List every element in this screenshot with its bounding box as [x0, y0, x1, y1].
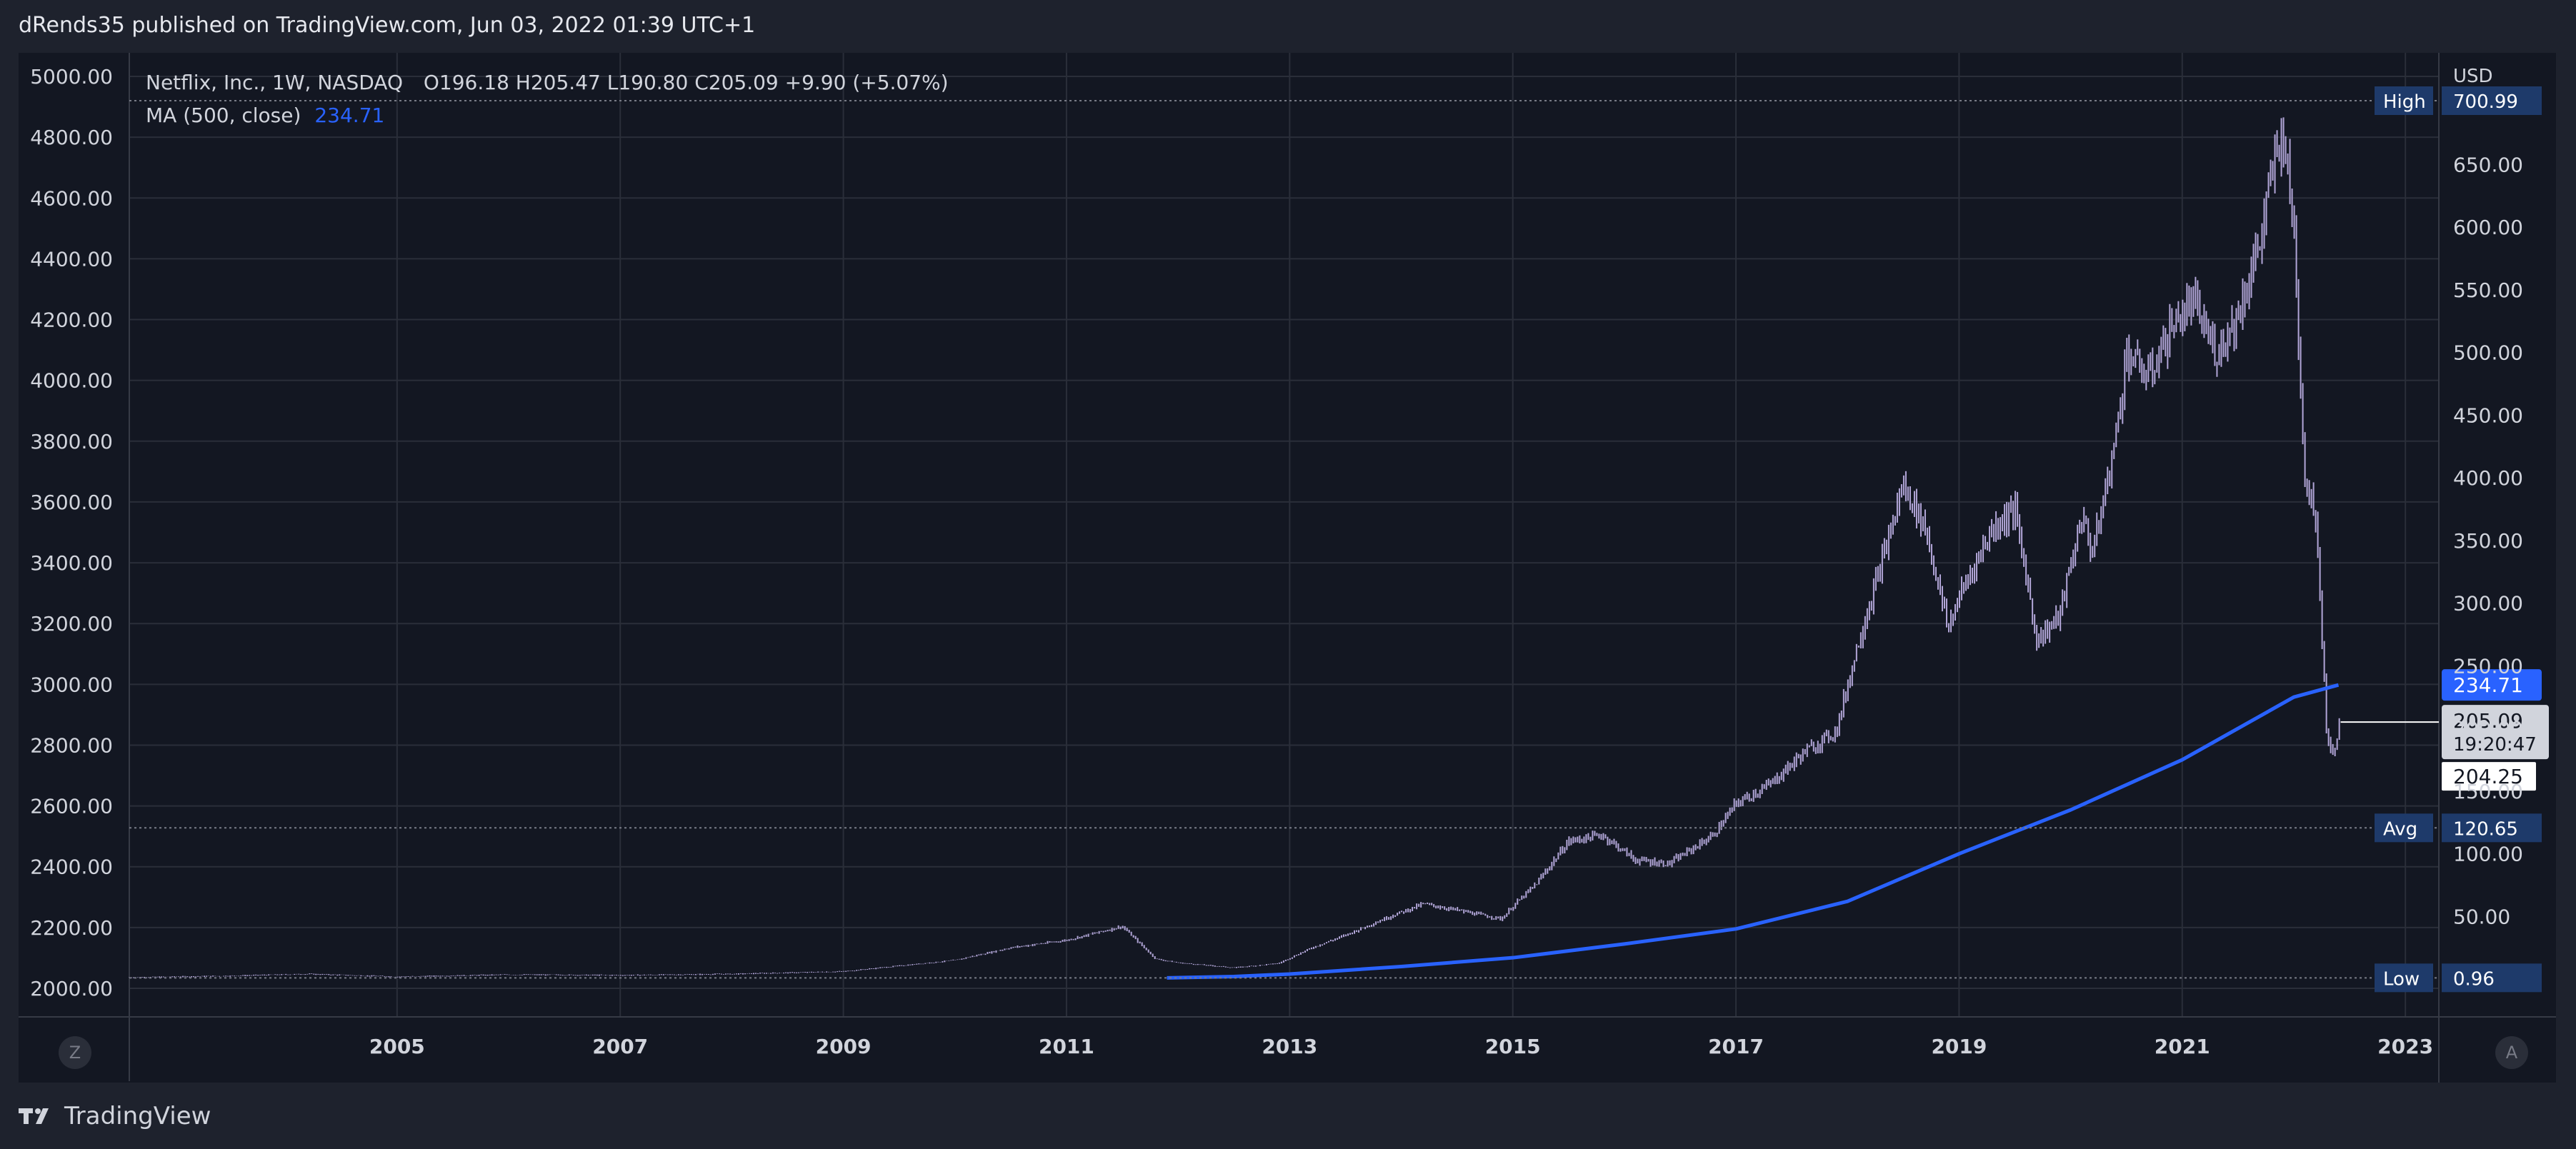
x-axis-tick: 2019 — [1931, 1035, 1987, 1058]
ma-last-value: 234.71 — [2453, 673, 2523, 697]
price-level-tag — [2375, 813, 2433, 843]
price-level-label: High — [2383, 91, 2426, 113]
x-axis-tick: 2021 — [2155, 1035, 2210, 1058]
left-axis-tick: 4800.00 — [30, 126, 113, 149]
x-axis-tick: 2013 — [1262, 1035, 1317, 1058]
left-axis-tick: 4400.00 — [30, 247, 113, 271]
left-axis-tick: 3800.00 — [30, 430, 113, 453]
top-bar: dRends35 published on TradingView.com, J… — [0, 0, 2576, 53]
ma-value: 234.71 — [314, 104, 385, 127]
x-axis-tick: 2009 — [816, 1035, 872, 1058]
ma-label[interactable]: MA (500, close) — [146, 104, 301, 127]
right-axis-tick: 600.00 — [2453, 216, 2523, 239]
x-axis-tick: 2017 — [1708, 1035, 1764, 1058]
left-axis-tick: 3000.00 — [30, 673, 113, 696]
time-axis: 2005 2007 2009 2011 2013 2015 2017 2019 2021 2023 — [369, 1035, 2433, 1058]
right-axis-tick: 450.00 — [2453, 403, 2523, 427]
left-axis-tick: 2800.00 — [30, 733, 113, 757]
price-level-label: Avg — [2383, 818, 2417, 840]
right-axis-tick: 100.00 — [2453, 843, 2523, 866]
prev-close-value: 204.25 — [2453, 765, 2523, 788]
left-axis-tick: 2400.00 — [30, 856, 113, 879]
x-axis-tick: 2011 — [1039, 1035, 1094, 1058]
right-axis-tick: 50.00 — [2453, 905, 2510, 928]
left-axis-tick: 2600.00 — [30, 795, 113, 818]
left-axis-tick: 3600.00 — [30, 491, 113, 514]
right-axis-tick: 250.00 — [2453, 654, 2523, 678]
footer: TradingView — [19, 1098, 211, 1134]
last-price-countdown: 19:20:47 — [2453, 734, 2537, 756]
left-axis-tick: 3200.00 — [30, 612, 113, 636]
price-series — [129, 117, 2340, 978]
left-axis-tick: 3400.00 — [30, 551, 113, 575]
left-axis-tick: 2200.00 — [30, 916, 113, 940]
left-axis: 5000.00 4800.00 4600.00 4400.00 4200.00 4000.… — [30, 65, 113, 1000]
grid-lines — [19, 53, 2556, 1083]
right-axis-tick: 150.00 — [2453, 780, 2523, 803]
x-axis-tick: 2015 — [1485, 1035, 1541, 1058]
price-value-tag — [2442, 963, 2542, 993]
price-value-label: 0.96 — [2453, 968, 2495, 990]
price-value-tag — [2442, 813, 2542, 843]
plot-background — [19, 53, 2556, 1083]
zoom-button[interactable]: Z — [59, 1036, 91, 1069]
left-axis-tick: 2000.00 — [30, 977, 113, 1000]
right-axis-tick: 200.00 — [2453, 717, 2523, 741]
price-chart[interactable]: 5000.00 4800.00 4600.00 4400.00 4200.00 4000.… — [19, 53, 2556, 1083]
last-price-value: 205.09 — [2453, 709, 2523, 733]
right-axis-tick: 650.00 — [2453, 153, 2523, 176]
right-axis: USD 650.00 600.00 550.00 500.00 450.00 400.00 3… — [2453, 66, 2523, 928]
price-level-label: Low — [2383, 968, 2420, 990]
right-axis-tick: 550.00 — [2453, 279, 2523, 302]
price-level-tag — [2375, 86, 2433, 115]
price-value-label: 120.65 — [2453, 818, 2518, 840]
chart-legend: Netflix, Inc., 1W, NASDAQ O196.18 H205.4… — [146, 67, 949, 133]
x-axis-tick: 2023 — [2377, 1035, 2433, 1058]
brand-name[interactable]: TradingView — [64, 1102, 211, 1130]
right-axis-tick: 300.00 — [2453, 592, 2523, 616]
right-axis-tick: 500.00 — [2453, 341, 2523, 365]
price-markers: High 700.99 Avg 120.65 Low 0.96 234.71 205.0919… — [129, 86, 2549, 993]
left-axis-tick: 4600.00 — [30, 186, 113, 210]
price-value-label: 700.99 — [2453, 91, 2518, 113]
ohlc-values: O196.18 H205.47 L190.80 C205.09 +9.90 (+… — [423, 71, 949, 94]
left-axis-tick: 4000.00 — [30, 369, 113, 393]
price-level-tag — [2375, 963, 2433, 993]
ma-last-tag — [2442, 669, 2542, 701]
left-axis-tick: 4200.00 — [30, 308, 113, 332]
x-axis-tick: 2005 — [369, 1035, 425, 1058]
left-axis-tick: 5000.00 — [30, 65, 113, 89]
prev-close-tag — [2442, 762, 2536, 791]
price-value-tag — [2442, 86, 2542, 115]
chart-area[interactable]: 5000.00 4800.00 4600.00 4400.00 4200.00 4000.… — [19, 53, 2556, 1083]
symbol-title[interactable]: Netflix, Inc., 1W, NASDAQ — [146, 71, 403, 94]
x-axis-tick: 2007 — [592, 1035, 648, 1058]
right-axis-tick: 350.00 — [2453, 529, 2523, 553]
right-axis-unit: USD — [2453, 66, 2493, 87]
tradingview-logo-icon — [19, 1105, 57, 1127]
last-price-tag — [2442, 705, 2549, 760]
ma-line — [1167, 683, 2340, 980]
publish-info: dRends35 published on TradingView.com, J… — [19, 13, 756, 38]
ma-series — [1167, 683, 2340, 980]
auto-scale-button[interactable]: A — [2495, 1036, 2528, 1069]
right-axis-tick: 400.00 — [2453, 466, 2523, 490]
